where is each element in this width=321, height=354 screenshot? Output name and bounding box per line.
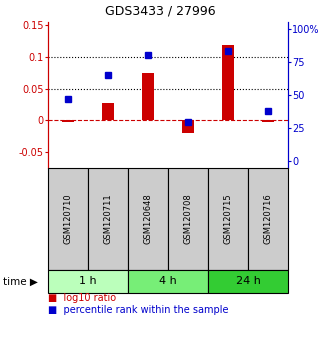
Text: ■  percentile rank within the sample: ■ percentile rank within the sample <box>48 305 229 315</box>
Bar <box>222 45 234 120</box>
Text: time ▶: time ▶ <box>3 276 38 286</box>
Bar <box>248 168 288 270</box>
Text: 1 h: 1 h <box>79 276 97 286</box>
Bar <box>208 270 288 293</box>
Bar <box>142 73 154 120</box>
Text: GSM120716: GSM120716 <box>264 194 273 244</box>
Text: 4 h: 4 h <box>159 276 177 286</box>
Bar <box>182 120 194 133</box>
Bar <box>88 168 128 270</box>
Bar <box>128 270 208 293</box>
Bar <box>168 168 208 270</box>
Text: GSM120710: GSM120710 <box>64 194 73 244</box>
Bar <box>262 120 274 122</box>
Text: GSM120648: GSM120648 <box>143 194 152 244</box>
Bar <box>208 168 248 270</box>
Bar <box>128 168 168 270</box>
Text: GDS3433 / 27996: GDS3433 / 27996 <box>105 5 216 18</box>
Text: ■  log10 ratio: ■ log10 ratio <box>48 293 116 303</box>
Bar <box>48 168 88 270</box>
Text: GSM120708: GSM120708 <box>184 194 193 244</box>
Bar <box>62 120 74 122</box>
Bar <box>102 103 114 120</box>
Text: GSM120711: GSM120711 <box>103 194 112 244</box>
Text: 24 h: 24 h <box>236 276 260 286</box>
Bar <box>48 270 128 293</box>
Text: GSM120715: GSM120715 <box>223 194 232 244</box>
